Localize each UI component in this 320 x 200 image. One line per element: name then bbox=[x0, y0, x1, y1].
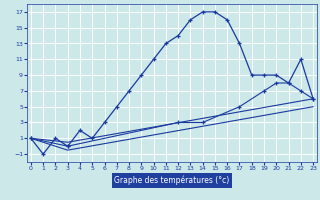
X-axis label: Graphe des températures (°c): Graphe des températures (°c) bbox=[114, 175, 230, 185]
